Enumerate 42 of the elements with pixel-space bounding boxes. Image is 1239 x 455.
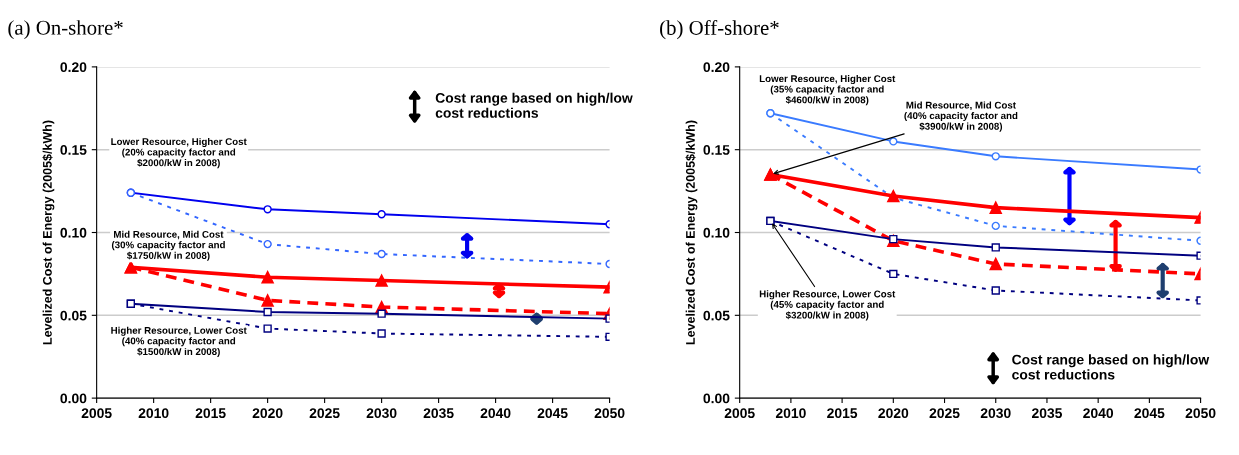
x-tick-label: 2025 — [929, 408, 960, 419]
x-tick-label: 2015 — [827, 408, 858, 419]
y-tick-label: 0.20 — [703, 62, 730, 73]
y-tick-label: 0.10 — [60, 227, 87, 238]
x-tick-label: 2010 — [775, 408, 806, 419]
x-tick-label: 2025 — [309, 408, 340, 419]
x-tick-label: 2015 — [195, 408, 226, 419]
annotation: Higher Resource, Lower Cost (45% capacity factor and $3200/kW in 2008) — [759, 290, 896, 321]
chart-title: (a) On-shore* — [8, 20, 123, 40]
y-axis-title: Levelized Cost of Energy (2005$/kWh) — [42, 120, 55, 345]
annotation: Cost range based on high/low cost reductions — [1012, 354, 1210, 380]
x-tick-label: 2005 — [81, 408, 112, 419]
y-tick-label: 0.00 — [703, 393, 730, 404]
x-tick-label: 2020 — [878, 408, 909, 419]
annotation: Mid Resource, Mid Cost (30% capacity factor and $1750/kW in 2008) — [111, 230, 225, 261]
y-tick-label: 0.05 — [60, 310, 87, 321]
x-tick-label: 2040 — [1083, 408, 1114, 419]
x-tick-label: 2010 — [138, 408, 169, 419]
x-tick-label: 2050 — [1185, 408, 1216, 419]
y-tick-label: 0.15 — [703, 145, 730, 155]
x-tick-label: 2030 — [980, 408, 1011, 419]
annotation: Cost range based on high/low cost reductions — [435, 92, 633, 118]
x-tick-label: 2020 — [252, 408, 283, 419]
x-tick-label: 2040 — [480, 408, 511, 419]
y-tick-label: 0.00 — [60, 393, 87, 404]
y-tick-label: 0.15 — [60, 145, 87, 155]
x-tick-label: 2005 — [724, 408, 755, 419]
x-tick-label: 2030 — [366, 408, 397, 419]
x-tick-label: 2035 — [423, 408, 454, 419]
y-axis-title: Levelized Cost of Energy (2005$/kWh) — [685, 120, 698, 345]
annotation: Lower Resource, Higher Cost (20% capacity factor and $2000/kW in 2008) — [111, 137, 247, 169]
y-tick-label: 0.20 — [60, 62, 87, 73]
y-tick-label: 0.05 — [703, 310, 730, 321]
annotation: Mid Resource, Mid Cost (40% capacity factor and $3900/kW in 2008) — [904, 101, 1018, 132]
annotation: Lower Resource, Higher Cost (35% capacity factor and $4600/kW in 2008) — [759, 74, 896, 106]
annotation: Higher Resource, Lower Cost (40% capacity factor and $1500/kW in 2008) — [111, 326, 247, 357]
x-tick-label: 2035 — [1031, 408, 1063, 419]
x-tick-label: 2050 — [594, 408, 625, 419]
chart-title: (b) Off-shore* — [660, 20, 779, 40]
x-tick-label: 2045 — [1134, 408, 1165, 419]
x-tick-label: 2045 — [537, 408, 568, 419]
y-tick-label: 0.10 — [703, 227, 730, 238]
